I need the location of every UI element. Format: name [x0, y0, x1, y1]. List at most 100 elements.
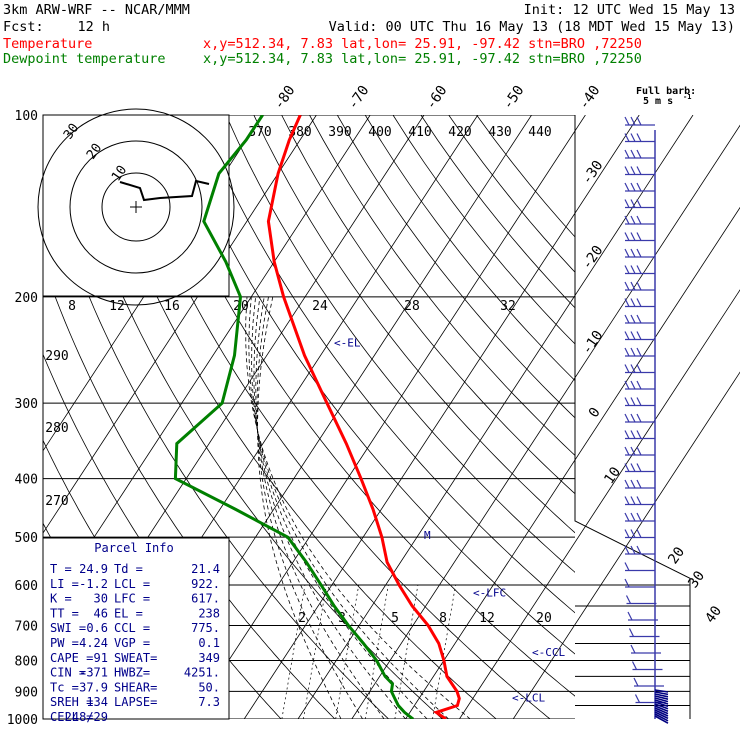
- wind-barb: [624, 166, 655, 176]
- moist-adiabat-line: [255, 296, 385, 719]
- wind-barb-flag: [630, 331, 636, 340]
- wind-barb-flag: [624, 199, 630, 208]
- wind-barb-flag: [634, 694, 641, 703]
- wind-barb-flag: [630, 380, 636, 390]
- wind-barb-flag: [624, 479, 630, 489]
- pressure-tick-label: 1000: [7, 713, 38, 728]
- wind-barb-low-level: [654, 699, 669, 705]
- parcel-info-value: EL =: [114, 606, 143, 620]
- wind-barb: [624, 149, 655, 159]
- parcel-info-value: Tc =: [50, 680, 79, 694]
- wind-barb-flag: [624, 496, 630, 505]
- parcel-info-value: -371: [79, 666, 108, 680]
- wind-barb: [624, 479, 655, 489]
- wind-barb: [624, 298, 655, 308]
- wind-barb-flag: [624, 116, 630, 126]
- wind-barb-flag: [636, 199, 642, 208]
- wind-barb-flag: [624, 331, 630, 340]
- wind-barb-flag: [624, 430, 630, 439]
- wind-barb: [624, 562, 655, 572]
- mixing-ratio-label: 20: [536, 611, 552, 626]
- wind-barb-flag: [624, 397, 630, 406]
- wind-barb-flag: [627, 611, 633, 621]
- parcel-info-value: 4251.: [184, 666, 220, 680]
- dry-adiabat-line: [309, 115, 575, 457]
- pressure-tick-label: 400: [15, 473, 38, 488]
- parcel-info-value: TT =: [50, 606, 79, 620]
- dewpoint-trace: [173, 115, 415, 719]
- dewpoint-location: x,y=512.34, 7.83 lat,lon= 25.91, -97.42 …: [203, 51, 642, 67]
- theta-label: 410: [408, 125, 431, 140]
- wind-barb-flag: [624, 149, 630, 159]
- wind-barb-flag: [630, 232, 636, 241]
- wind-barb-flag: [636, 364, 642, 373]
- parcel-info-value: 30: [94, 592, 108, 606]
- parcel-info-value: K =: [50, 592, 72, 606]
- wind-barb-flag: [636, 215, 642, 225]
- dry-adiabat-line: [43, 161, 389, 719]
- wind-barb: [624, 463, 655, 473]
- wind-barb-flag: [630, 364, 636, 373]
- wind-barb-low-level: [654, 711, 669, 720]
- parcel-info-value: 134: [86, 695, 108, 709]
- wind-barb: [624, 578, 655, 588]
- wind-barb-flag: [630, 347, 636, 357]
- wind-barb: [624, 430, 655, 440]
- isotherm-line: [459, 289, 740, 719]
- wind-barb-flag: [624, 545, 630, 555]
- wind-barb-flag: [636, 116, 642, 126]
- wind-barb-flag: [636, 446, 642, 456]
- wind-barb: [624, 248, 655, 258]
- parcel-info-value: SWEAT=: [114, 651, 157, 665]
- wind-barb-flag: [628, 628, 635, 637]
- wind-barb: [624, 116, 655, 126]
- wind-barb-flag: [636, 281, 642, 291]
- wind-barb-flag: [624, 512, 630, 522]
- parcel-info-value: 0.1: [198, 636, 220, 650]
- wind-barb-flag: [630, 215, 636, 225]
- wind-barb: [624, 133, 655, 143]
- wind-barb-flag: [624, 578, 630, 588]
- parcel-info-value: T =: [50, 562, 72, 576]
- parcel-info-value: CCL =: [114, 621, 150, 635]
- mixing-ratio-line: [281, 584, 306, 719]
- dry-adiabat-line: [169, 115, 575, 655]
- wind-barb: [624, 397, 655, 407]
- isotherm-line: [512, 371, 740, 719]
- parcel-info-value: CELL =: [50, 710, 93, 724]
- wind-barb-flag: [636, 331, 642, 340]
- mixing-ratio-line: [394, 584, 419, 719]
- wind-barb-flag: [636, 314, 642, 324]
- model-title: 3km ARW-WRF -- NCAR/MMM: [3, 2, 190, 18]
- wind-barb-flag: [636, 397, 642, 406]
- wind-barb-low-level: [654, 695, 669, 700]
- hodograph-ring: [101, 172, 171, 242]
- isotherm-label: -10: [579, 328, 607, 358]
- parcel-info-value: HWBZ=: [114, 666, 150, 680]
- isotherm-label: -50: [500, 83, 528, 113]
- wind-barb: [624, 199, 655, 209]
- parcel-info-value: 91: [94, 651, 108, 665]
- pressure-tick-label: 600: [15, 579, 38, 594]
- wind-barb: [625, 595, 657, 605]
- isotherm-label: -70: [345, 83, 373, 113]
- wind-barb-flag: [624, 298, 630, 307]
- moist-adiabat-line: [256, 296, 363, 719]
- parcel-info-value: 24.9: [79, 562, 108, 576]
- wind-scale-label: 8: [68, 299, 76, 314]
- temperature-legend: Temperature: [3, 36, 92, 52]
- hodograph-ring-label: 10: [109, 163, 130, 184]
- dry-adiabat-line: [114, 115, 551, 719]
- parcel-info-value: 37.9: [79, 680, 108, 694]
- wind-barb-flag: [636, 133, 642, 142]
- parcel-info-value: SHEAR=: [114, 680, 157, 694]
- wind-scale-label: 24: [312, 299, 328, 314]
- parcel-info-value: 617.: [191, 592, 220, 606]
- valid-time: Valid: 00 UTC Thu 16 May 13 (18 MDT Wed …: [329, 19, 735, 35]
- wind-barb-flag: [630, 116, 636, 126]
- wind-barb-low-level: [654, 701, 669, 708]
- wind-barb-flag: [624, 380, 630, 390]
- parcel-info-title: Parcel Info: [94, 541, 173, 555]
- wind-barb-flag: [624, 265, 630, 274]
